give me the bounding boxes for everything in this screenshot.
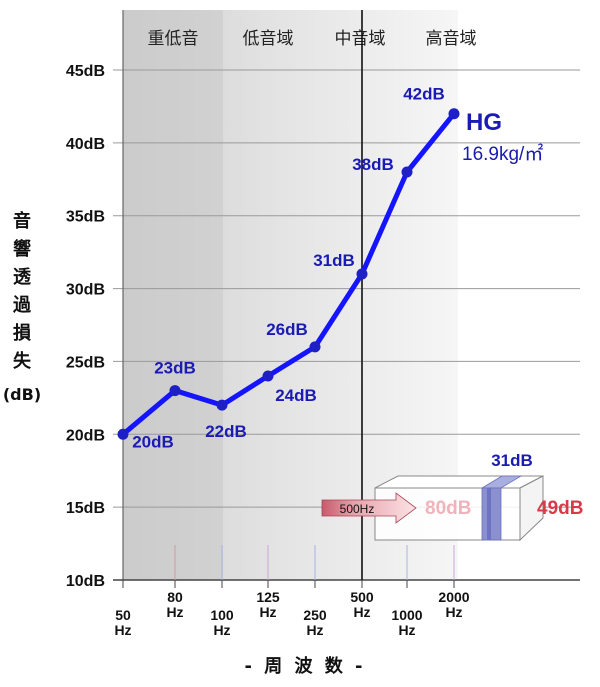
x-tick-label: 80 xyxy=(167,589,183,605)
frequency-label: 500Hz xyxy=(340,502,375,516)
band-label: 重低音 xyxy=(148,29,199,49)
data-point xyxy=(262,370,274,382)
data-label: 23dB xyxy=(154,359,196,378)
panel-stripe xyxy=(487,488,491,540)
box-side-face xyxy=(519,475,544,542)
data-label: 24dB xyxy=(275,386,317,405)
x-axis-label: - 周 波 数 - xyxy=(244,655,365,677)
y-label-char: 過 xyxy=(13,295,32,316)
data-point xyxy=(216,399,228,411)
data-label: 38dB xyxy=(352,155,394,174)
data-label: 31dB xyxy=(313,251,355,270)
band-label: 低音域 xyxy=(243,29,294,49)
data-labels: 20dB 23dB 22dB 24dB 26dB 31dB 38dB 42dB xyxy=(132,85,445,452)
y-tick-label: 20dB xyxy=(66,427,105,444)
x-tick-label: 250 xyxy=(303,607,327,623)
loss-label: 31dB xyxy=(491,451,533,470)
panel-front xyxy=(481,487,502,541)
insulation-illustration: 500Hz 80dB 31dB 49dB xyxy=(321,451,583,542)
x-tick-unit: Hz xyxy=(445,604,462,620)
data-label: 42dB xyxy=(403,85,445,104)
x-tick-unit: Hz xyxy=(398,622,415,638)
y-label-unit: (dB) xyxy=(3,385,41,404)
band-labels: 重低音 低音域 中音域 高音域 xyxy=(148,29,477,49)
y-label-char: 響 xyxy=(13,238,31,260)
y-axis-label: 音 響 透 過 損 失 (dB) xyxy=(3,210,41,404)
series-line xyxy=(120,111,457,437)
y-tick-label: 25dB xyxy=(66,354,105,371)
band-backgrounds xyxy=(123,10,458,580)
series xyxy=(117,108,460,440)
y-tick-label: 45dB xyxy=(66,63,105,80)
y-tick-label: 10dB xyxy=(66,573,105,590)
series-name-label: HG xyxy=(466,109,502,136)
x-tick-label: 1000 xyxy=(391,607,422,623)
x-tick-label: 100 xyxy=(210,607,234,623)
data-point xyxy=(401,166,413,178)
y-tick-label: 15dB xyxy=(66,500,105,517)
x-tick-label: 2000 xyxy=(438,589,469,605)
y-ticks: 10dB 15dB 20dB 25dB 30dB 35dB 40dB 45dB xyxy=(66,63,105,590)
y-label-char: 透 xyxy=(13,267,32,288)
x-tick-label: 50 xyxy=(115,607,131,623)
x-tick-unit: Hz xyxy=(259,604,276,620)
band-label: 中音域 xyxy=(335,29,386,49)
data-point xyxy=(448,108,460,120)
x-tick-unit: Hz xyxy=(114,622,131,638)
y-tick-label: 30dB xyxy=(66,282,105,299)
data-point xyxy=(169,385,181,397)
surface-density-label: 16.9kg/㎡ xyxy=(462,142,543,165)
y-tick-label: 40dB xyxy=(66,136,105,153)
x-tick-label: 500 xyxy=(350,589,374,605)
incoming-level-label: 80dB xyxy=(425,498,471,519)
data-point xyxy=(356,268,368,280)
data-point xyxy=(117,428,129,440)
x-tick-unit: Hz xyxy=(213,622,230,638)
band-label: 高音域 xyxy=(426,29,477,49)
x-tick-label: 125 xyxy=(256,589,280,605)
y-tick-label: 35dB xyxy=(66,209,105,226)
outgoing-level-label: 49dB xyxy=(537,498,583,519)
data-label: 22dB xyxy=(205,422,247,441)
data-label: 26dB xyxy=(266,320,308,339)
y-label-char: 損 xyxy=(13,322,32,344)
y-label-char: 失 xyxy=(13,350,32,372)
axes xyxy=(113,10,580,581)
y-label-char: 音 xyxy=(13,210,31,232)
band-bg-low xyxy=(123,10,223,580)
x-tick-unit: Hz xyxy=(166,604,183,620)
x-tick-unit: Hz xyxy=(353,604,370,620)
arrow xyxy=(321,492,417,524)
x-tick-unit: Hz xyxy=(306,622,323,638)
data-label: 20dB xyxy=(132,432,174,451)
data-point xyxy=(309,341,321,353)
